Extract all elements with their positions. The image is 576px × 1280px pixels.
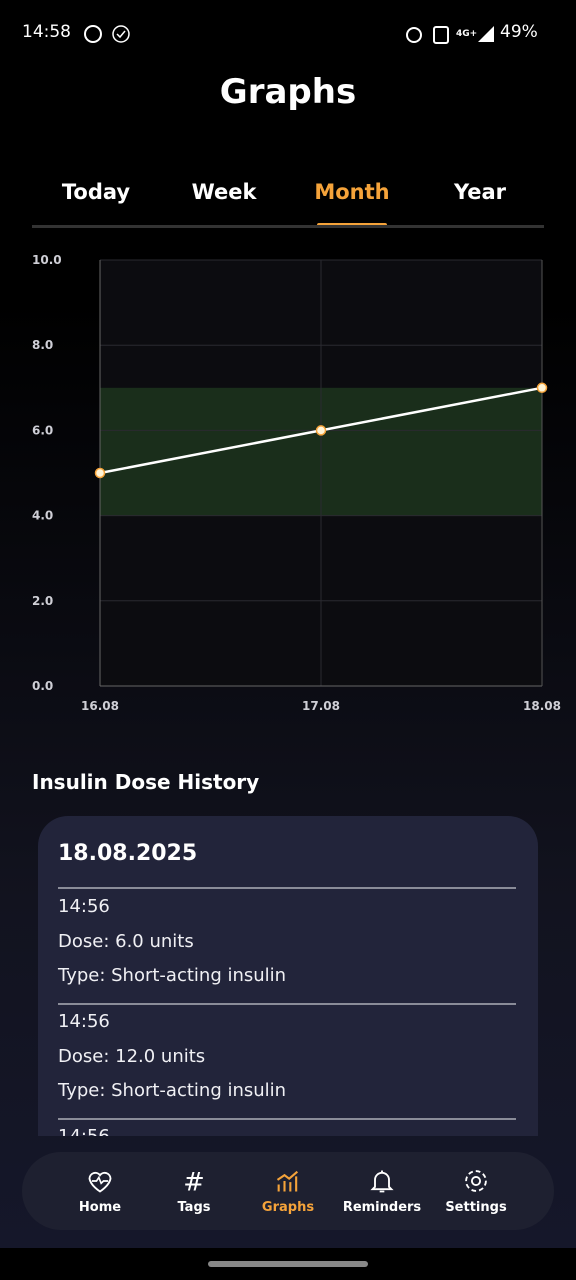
- entry-time: 14:56: [58, 896, 110, 917]
- nav-label: Tags: [177, 1200, 211, 1215]
- entry-time: 14:56: [58, 1011, 110, 1032]
- nav-label: Reminders: [342, 1200, 422, 1215]
- y-tick-label: 4.0: [32, 509, 53, 523]
- x-tick-label: 16.08: [81, 699, 119, 713]
- point: [536, 382, 548, 394]
- chart: 0.0 2.0 4.0 6.0 8.0 10.0 16.08 17.08 18.08: [32, 253, 561, 713]
- nav-icon: #: [183, 1167, 205, 1195]
- entry-dose: Dose: 12.0 units: [58, 1045, 206, 1067]
- svg-text:#: #: [183, 1167, 205, 1195]
- tab-divider: [32, 225, 544, 228]
- point: [315, 425, 327, 436]
- nav-icon: [88, 1171, 112, 1193]
- nav-item[interactable]: Reminders: [335, 1152, 429, 1230]
- nav-item[interactable]: Home: [53, 1152, 147, 1230]
- nav-item[interactable]: Graphs: [241, 1152, 335, 1230]
- nav-label: Home: [78, 1200, 122, 1215]
- y-tick-label: 0.0: [32, 679, 53, 693]
- divider: [58, 887, 516, 889]
- nav-item[interactable]: Settings: [429, 1152, 523, 1230]
- x-tick-label: 18.08: [523, 699, 561, 713]
- tab[interactable]: Month: [314, 180, 390, 204]
- page-title: Graphs: [219, 72, 357, 112]
- bottom-nav: Home # Tags Graphs Reminders Settings: [22, 1152, 554, 1230]
- status-icons-left: [84, 25, 130, 43]
- y-tick-label: 8.0: [32, 338, 53, 352]
- divider: [58, 1003, 516, 1005]
- status-time: 14:58: [22, 22, 71, 42]
- entry-type: Type: Short-acting insulin: [58, 965, 287, 986]
- nav-icon: [276, 1170, 299, 1192]
- nav-label: Graphs: [261, 1200, 315, 1215]
- y-tick-label: 10.0: [32, 253, 62, 267]
- status-battery: 49%: [500, 22, 538, 42]
- divider: [58, 1118, 516, 1120]
- x-tick-label: 17.08: [302, 699, 340, 713]
- tab[interactable]: Year: [453, 180, 507, 204]
- nav-icon: [370, 1170, 394, 1193]
- history-date: 18.08.2025: [58, 841, 198, 866]
- entry-type: Type: Short-acting insulin: [58, 1080, 287, 1101]
- gesture-bar: [208, 1261, 368, 1267]
- tab[interactable]: Today: [61, 180, 131, 204]
- status-network: 4G+: [456, 29, 478, 39]
- status-icons-right: [406, 26, 494, 44]
- entry-time: 14:56: [58, 1126, 110, 1136]
- y-tick-label: 2.0: [32, 594, 53, 608]
- entry-dose: Dose: 6.0 units: [58, 930, 194, 952]
- history-title: Insulin Dose History: [32, 770, 260, 794]
- nav-item[interactable]: # Tags: [147, 1152, 241, 1230]
- history-card: 18.08.2025 14:56 Dose: 6.0 units Type: Sho…: [38, 816, 538, 1136]
- nav-label: Settings: [445, 1200, 507, 1215]
- tab[interactable]: Week: [191, 180, 257, 204]
- y-tick-label: 6.0: [32, 423, 53, 437]
- point: [94, 467, 106, 479]
- nav-icon: [465, 1170, 487, 1192]
